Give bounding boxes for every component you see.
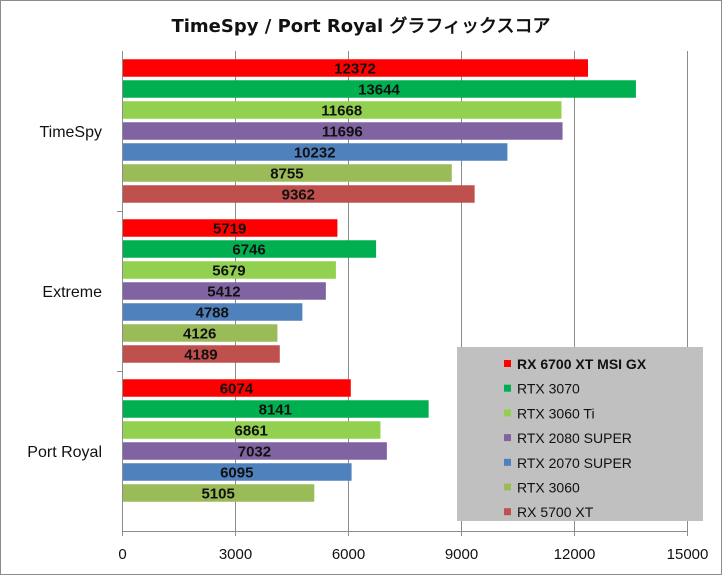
data-label: 13644 [358, 82, 400, 99]
data-label: 11696 [322, 124, 363, 141]
category-label: Extreme [42, 284, 102, 301]
bar [123, 303, 303, 321]
bar [123, 345, 280, 363]
bar [123, 143, 508, 161]
axis-layer: 0 3000 6000 9000 12000 15000 TimeSpy Extreme Por… [27, 51, 708, 563]
data-label: 6861 [235, 423, 268, 440]
data-label: 9362 [282, 187, 315, 204]
legend-swatch [504, 434, 511, 442]
legend-swatch [504, 483, 511, 491]
legend-swatch [504, 508, 511, 516]
bar [123, 80, 636, 98]
legend-entry: RTX 2080 SUPER [517, 430, 632, 446]
legend-entry: RTX 3060 Ti [517, 405, 595, 421]
category-label: Port Royal [27, 444, 102, 461]
category-label: TimeSpy [39, 124, 102, 141]
legend-entry: RTX 3060 [517, 480, 580, 496]
bar [123, 185, 475, 203]
bar [123, 400, 429, 418]
legend-swatch [504, 458, 511, 466]
legend-entry: RX 5700 XT [517, 504, 594, 520]
bar [123, 101, 562, 119]
data-label: 4788 [195, 305, 228, 322]
data-label: 5719 [213, 221, 246, 238]
bar [123, 442, 387, 460]
legend-box [457, 347, 703, 521]
bar [123, 421, 381, 439]
data-label: 5679 [212, 263, 245, 280]
bar [123, 484, 315, 502]
legend-swatch [504, 384, 511, 392]
chart-title: TimeSpy / Port Royal グラフィックスコア [171, 15, 550, 37]
x-tick-label: 0 [118, 546, 126, 563]
data-label: 12372 [334, 61, 376, 78]
data-label: 10232 [294, 145, 336, 162]
data-label: 8755 [270, 166, 303, 183]
legend-entry: RX 6700 XT MSI GX [517, 356, 647, 372]
bar [123, 282, 326, 300]
bar [123, 379, 351, 397]
data-label: 7032 [238, 444, 271, 461]
legend-swatch [504, 360, 511, 367]
data-label: 6074 [220, 381, 254, 398]
data-label: 11668 [321, 103, 362, 120]
bar [123, 324, 278, 342]
data-label: 5105 [201, 486, 234, 503]
data-label: 4126 [183, 326, 216, 343]
bar [123, 122, 563, 140]
bar [123, 463, 352, 481]
bar [123, 59, 589, 77]
legend-entry: RTX 3070 [517, 381, 580, 397]
x-tick-label: 15000 [667, 546, 709, 563]
x-tick-label: 12000 [554, 546, 596, 563]
data-label: 4189 [184, 347, 217, 364]
x-tick-label: 6000 [332, 546, 365, 563]
data-label: 5412 [207, 284, 240, 301]
x-tick-label: 3000 [219, 546, 252, 563]
chart-legend: RX 6700 XT MSI GX RTX 3070 RTX 3060 Ti RTX … [457, 347, 703, 521]
bar [123, 164, 452, 182]
data-label: 6746 [232, 242, 265, 259]
legend-entry: RTX 2070 SUPER [517, 455, 632, 471]
bar [123, 240, 377, 258]
data-label: 8141 [259, 402, 292, 419]
legend-swatch [504, 409, 511, 417]
bar [123, 261, 336, 279]
bar [123, 219, 338, 237]
bars-layer: 12372 13644 11668 11696 10232 8755 9362 5719 674… [123, 59, 636, 503]
data-label: 6095 [220, 465, 253, 482]
x-tick-label: 9000 [445, 546, 478, 563]
